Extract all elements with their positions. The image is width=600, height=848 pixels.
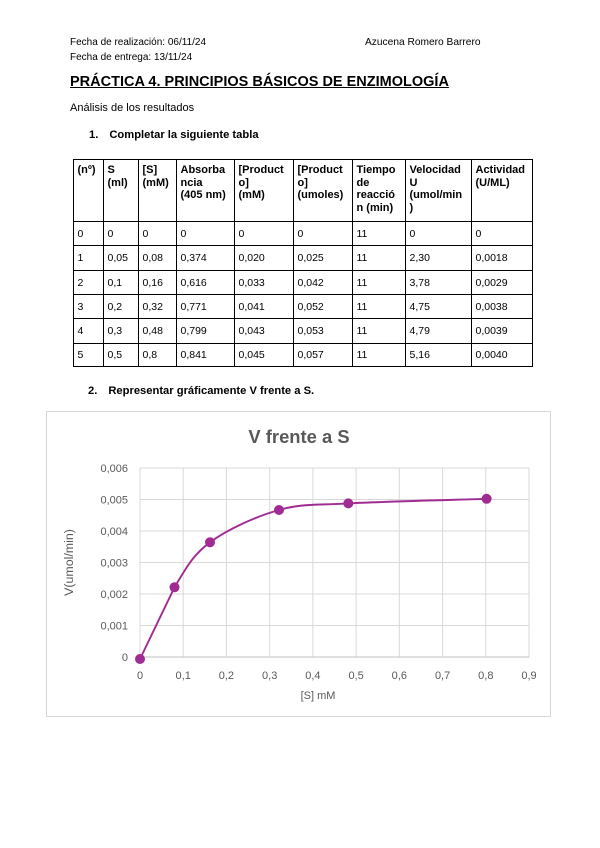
- svg-text:[S] mM: [S] mM: [301, 690, 336, 702]
- svg-text:0,002: 0,002: [100, 589, 128, 601]
- svg-text:V(umol/min): V(umol/min): [62, 529, 76, 596]
- svg-text:0,2: 0,2: [219, 670, 234, 682]
- svg-text:0,4: 0,4: [305, 670, 320, 682]
- svg-text:0,7: 0,7: [435, 670, 450, 682]
- svg-text:0,001: 0,001: [100, 621, 128, 633]
- svg-text:0,005: 0,005: [100, 495, 128, 507]
- svg-text:0: 0: [122, 652, 128, 664]
- svg-text:0,1: 0,1: [176, 670, 191, 682]
- svg-text:0,6: 0,6: [392, 670, 407, 682]
- svg-text:0,003: 0,003: [100, 558, 128, 570]
- svg-text:0,006: 0,006: [100, 463, 128, 475]
- svg-text:0,004: 0,004: [100, 526, 128, 538]
- svg-text:0: 0: [137, 670, 143, 682]
- svg-text:0,5: 0,5: [348, 670, 363, 682]
- svg-text:V frente a S: V frente a S: [248, 426, 349, 447]
- svg-text:0,8: 0,8: [478, 670, 493, 682]
- svg-text:0,9: 0,9: [521, 670, 536, 682]
- svg-text:0,3: 0,3: [262, 670, 277, 682]
